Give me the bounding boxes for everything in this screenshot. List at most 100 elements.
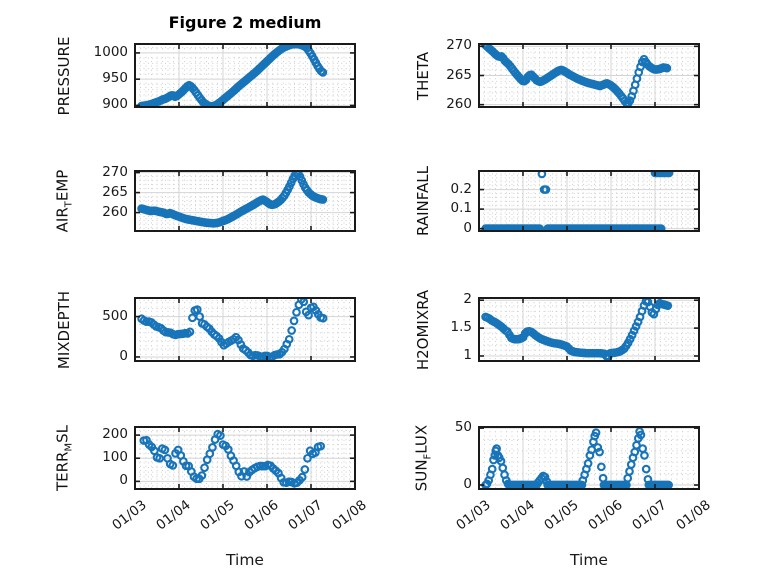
y-axis-label-rainfall: RAINFALL xyxy=(414,166,432,236)
y-axis-label-subscript: M xyxy=(63,442,75,452)
y-tick-label: 0.1 xyxy=(450,200,472,217)
data-point-marker xyxy=(292,307,301,317)
y-tick-label: 0 xyxy=(463,219,472,236)
y-axis-label-text: SUN xyxy=(412,459,431,492)
x-tick-label: 01/06 xyxy=(241,497,282,534)
y-axis-label-text: PRESSURE xyxy=(55,36,73,115)
data-point-marker xyxy=(598,473,608,483)
y-tick-label: 1 xyxy=(463,346,472,363)
plot-area-rainfall xyxy=(478,170,700,232)
y-axis-label-text: MIXDEPTH xyxy=(55,290,73,369)
y-axis-label-mixdepth: MIXDEPTH xyxy=(55,290,73,368)
data-point-marker xyxy=(636,62,645,72)
data-point-marker xyxy=(583,459,593,468)
x-tick-label: 01/07 xyxy=(629,497,670,534)
data-point-marker xyxy=(316,441,326,451)
data-point-marker xyxy=(303,453,312,463)
y-tick-label: 200 xyxy=(102,426,128,443)
data-point-marker xyxy=(542,477,552,486)
data-point-marker xyxy=(591,428,601,438)
data-series-sun-flux xyxy=(481,427,673,489)
figure-title: Figure 2 medium xyxy=(168,13,322,32)
data-point-marker xyxy=(289,316,299,326)
y-tick-label: 100 xyxy=(102,449,128,466)
y-tick-label: 1.5 xyxy=(450,319,472,336)
y-tick-label: 900 xyxy=(102,96,128,113)
data-point-marker xyxy=(503,479,513,489)
x-tick-label: 01/08 xyxy=(329,497,370,534)
axes-box xyxy=(134,170,356,232)
data-point-marker xyxy=(318,68,328,77)
data-point-marker xyxy=(596,462,606,472)
data-point-marker xyxy=(188,313,197,323)
axes-box xyxy=(134,297,356,362)
x-tick-label: 01/04 xyxy=(497,497,538,534)
y-tick-label: 0 xyxy=(463,476,472,493)
plot-area-sun-flux xyxy=(478,426,700,490)
plot-area-theta xyxy=(478,43,700,108)
data-point-marker xyxy=(630,447,640,457)
data-point-marker xyxy=(284,334,294,344)
x-tick-label: 01/03 xyxy=(453,497,494,534)
data-point-marker xyxy=(540,472,550,482)
plot-area-air-temp xyxy=(134,170,356,232)
data-point-marker xyxy=(623,473,633,483)
data-point-marker xyxy=(318,313,328,323)
y-axis-label-subscript: T xyxy=(63,201,75,208)
y-tick-label: 50 xyxy=(454,419,472,436)
y-tick-label: 0.2 xyxy=(450,180,472,197)
data-point-marker xyxy=(541,185,551,194)
y-axis-label-text: SL xyxy=(53,424,72,443)
data-point-marker xyxy=(304,310,313,320)
data-point-marker xyxy=(185,327,195,337)
x-tick-label: 01/08 xyxy=(673,497,714,534)
data-point-marker xyxy=(651,304,661,314)
y-axis-label-air-temp: AIRTEMP xyxy=(54,170,75,233)
axes-box xyxy=(134,43,356,108)
y-axis-label-text: EMP xyxy=(53,169,72,202)
data-point-marker xyxy=(631,322,641,331)
y-axis-label-text: H2OMIXRA xyxy=(414,289,432,370)
data-point-marker xyxy=(641,464,651,474)
y-tick-label: 270 xyxy=(446,37,472,54)
x-tick-label: 01/05 xyxy=(541,497,582,534)
data-point-marker xyxy=(626,460,636,469)
data-point-marker xyxy=(192,305,202,314)
data-point-marker xyxy=(595,447,604,457)
y-tick-label: 1000 xyxy=(93,43,128,60)
data-point-marker xyxy=(287,326,296,335)
data-point-marker xyxy=(535,224,545,231)
data-point-marker xyxy=(498,463,508,473)
data-point-marker xyxy=(638,444,648,453)
x-tick-label: 01/03 xyxy=(109,497,150,534)
plot-area-h2omixra xyxy=(478,297,700,362)
data-point-marker xyxy=(663,301,673,311)
data-point-marker xyxy=(537,171,547,179)
y-tick-label: 260 xyxy=(102,203,128,220)
y-axis-label-theta: THETA xyxy=(414,51,432,99)
axes-box xyxy=(478,170,700,232)
data-point-marker xyxy=(168,461,178,470)
data-point-marker xyxy=(625,96,635,105)
data-series-terr-msl xyxy=(139,429,326,488)
x-axis-label-left: Time xyxy=(226,551,264,569)
data-point-marker xyxy=(627,330,637,340)
y-axis-label-h2omixra: H2OMIXRA xyxy=(414,289,432,369)
x-tick-label: 01/05 xyxy=(197,497,238,534)
y-axis-label-text: AIR xyxy=(53,207,72,233)
data-point-marker xyxy=(656,224,666,231)
y-tick-label: 260 xyxy=(446,95,472,112)
x-tick-label: 01/06 xyxy=(585,497,626,534)
data-point-marker xyxy=(636,430,646,440)
data-point-marker xyxy=(487,464,497,474)
y-axis-label-pressure: PRESSURE xyxy=(55,36,73,115)
data-point-marker xyxy=(216,431,225,440)
data-point-marker xyxy=(200,463,209,473)
y-axis-label-text: THETA xyxy=(414,51,432,100)
y-tick-label: 0 xyxy=(119,347,128,364)
y-axis-label-subscript: F xyxy=(422,453,434,460)
data-point-marker xyxy=(297,472,307,482)
y-axis-label-text: TERR xyxy=(53,451,72,492)
data-point-marker xyxy=(300,465,310,474)
data-point-marker xyxy=(625,467,634,476)
